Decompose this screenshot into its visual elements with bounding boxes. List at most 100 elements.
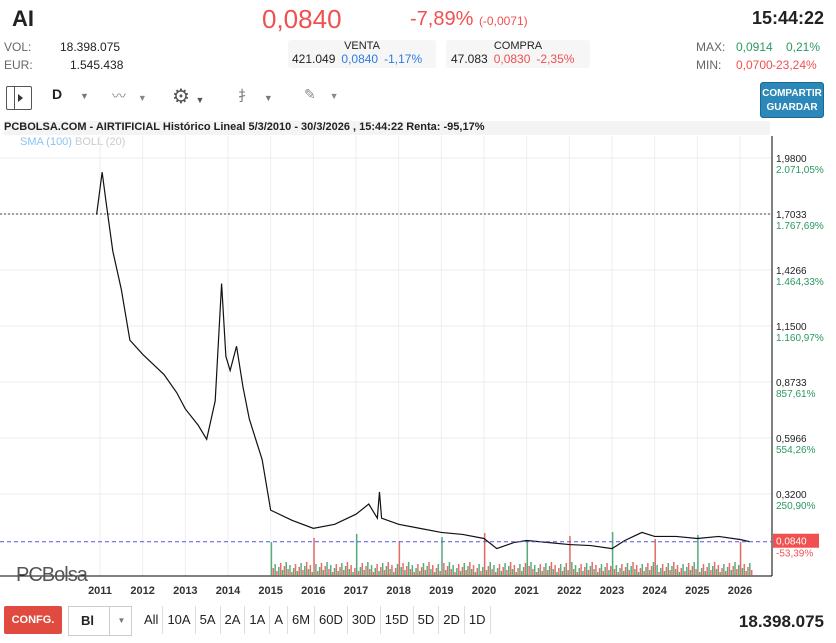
x-tick-label: 2024	[642, 585, 667, 597]
range-6m[interactable]: 6M	[288, 606, 316, 634]
panel-toggle-icon[interactable]	[6, 86, 32, 110]
range-15d[interactable]: 15D	[381, 606, 414, 634]
x-tick-label: 2023	[600, 585, 624, 597]
volume-bar	[324, 566, 326, 576]
x-tick-label: 2021	[514, 585, 538, 597]
chart-title: PCBOLSA.COM - AIRTIFICIAL Histórico Line…	[4, 121, 770, 135]
volume-bar	[608, 570, 610, 576]
volume-bar	[493, 565, 495, 576]
volume-bar	[687, 563, 690, 576]
volume-bar	[350, 565, 352, 576]
volume-bar	[285, 562, 288, 576]
compra-qty: 47.083	[451, 52, 488, 66]
volume-bar	[533, 565, 536, 576]
volume-bar	[287, 569, 289, 576]
volume-bar	[598, 568, 601, 576]
volume-bar	[648, 570, 651, 576]
range-10a[interactable]: 10A	[163, 606, 196, 634]
volume-bar	[734, 562, 736, 576]
volume-bar	[626, 563, 629, 576]
volume-bar	[654, 539, 657, 576]
volume-bar	[433, 572, 436, 576]
y-tick-label: 1,1500	[776, 322, 807, 333]
volume-bar	[480, 571, 482, 576]
volume-bar	[715, 569, 718, 576]
volume-bar	[352, 572, 354, 576]
volume-bar	[376, 564, 378, 576]
volume-bar	[724, 571, 727, 576]
volume-bar	[671, 566, 673, 576]
indicators-select[interactable]: ⺘ ▼	[238, 86, 273, 106]
volume-bar	[723, 564, 725, 576]
volume-bar	[572, 569, 575, 576]
volume-bar	[697, 535, 699, 576]
max-pct: 0,21%	[786, 40, 821, 54]
range-30d[interactable]: 30D	[348, 606, 381, 634]
period-value: D	[52, 86, 63, 102]
x-tick-label: 2025	[685, 585, 709, 597]
volume-bar	[615, 565, 618, 576]
volume-bar	[383, 570, 386, 576]
volume-bar	[487, 566, 490, 576]
volume-bar	[431, 565, 434, 576]
volume-bar	[593, 569, 595, 576]
volume-bar	[511, 569, 514, 576]
draw-select[interactable]: ✎ ▼	[304, 86, 339, 103]
range-all[interactable]: All	[140, 606, 164, 634]
change-pct: -7,89%	[410, 8, 474, 30]
volume-bar	[296, 571, 299, 576]
volume-bar	[292, 568, 295, 576]
volume-bar	[691, 566, 694, 576]
volume-bar	[743, 564, 746, 576]
range-2d[interactable]: 2D	[439, 606, 465, 634]
line-chart-icon: 〰	[112, 88, 126, 104]
volume-bar	[747, 567, 749, 576]
range-1a[interactable]: 1A	[245, 606, 271, 634]
price-chart[interactable]: 2011 2012 2013 2014 2015 2016 2017 2018 2019 2020…	[0, 136, 836, 606]
volume-bar	[400, 567, 402, 576]
y-tick-label: 0,3200	[776, 490, 807, 501]
chart-type-select[interactable]: 〰 ▼	[112, 86, 147, 106]
volume-bar	[328, 569, 330, 576]
volume-bar	[465, 570, 467, 576]
volume-bar	[737, 565, 740, 576]
volume-bar	[673, 562, 675, 576]
volume-bar	[628, 570, 631, 576]
range-60d[interactable]: 60D	[315, 606, 348, 634]
legend-sma[interactable]: SMA (100)	[20, 136, 72, 148]
volume-bar	[617, 572, 619, 576]
volume-bar	[726, 567, 729, 576]
range-5d[interactable]: 5D	[414, 606, 440, 634]
compra-price: 0,0830	[493, 52, 531, 66]
pcbolsa-logo: PCBolsa	[16, 564, 88, 587]
range-5a[interactable]: 5A	[196, 606, 221, 634]
volume-bar	[641, 564, 644, 576]
volume-bar	[402, 563, 404, 576]
volume-bar	[522, 567, 525, 576]
range-1d[interactable]: 1D	[465, 606, 491, 634]
min-pct: -23,24%	[772, 58, 817, 72]
volume-bar	[439, 571, 441, 576]
period-select[interactable]: D ▼	[52, 86, 89, 102]
range-a[interactable]: A	[270, 606, 288, 634]
venta-box: VENTA 421.049 0,0840 -1,17%	[288, 40, 436, 68]
vol-value: 18.398.075	[60, 40, 121, 54]
scale-select[interactable]: Bl ▼	[68, 606, 132, 636]
x-tick-label: 2018	[386, 585, 410, 597]
volume-bar	[500, 571, 503, 576]
volume-bar	[478, 564, 480, 576]
share-save-button[interactable]: COMPARTIR GUARDAR	[760, 82, 824, 118]
settings-select[interactable]: ⚙ ▼	[172, 84, 204, 109]
volume-bar	[495, 572, 497, 576]
volume-bar	[452, 565, 454, 576]
config-button[interactable]: CONFG.	[4, 606, 62, 634]
volume-bar	[543, 567, 545, 576]
volume-bar	[270, 542, 273, 576]
volume-bar	[665, 567, 668, 576]
clock: 15:44:22	[751, 8, 824, 28]
volume-bar	[684, 571, 686, 576]
volume-bar	[300, 563, 302, 576]
range-2a[interactable]: 2A	[221, 606, 246, 634]
volume-bar	[437, 564, 440, 576]
volume-bar	[545, 563, 547, 576]
